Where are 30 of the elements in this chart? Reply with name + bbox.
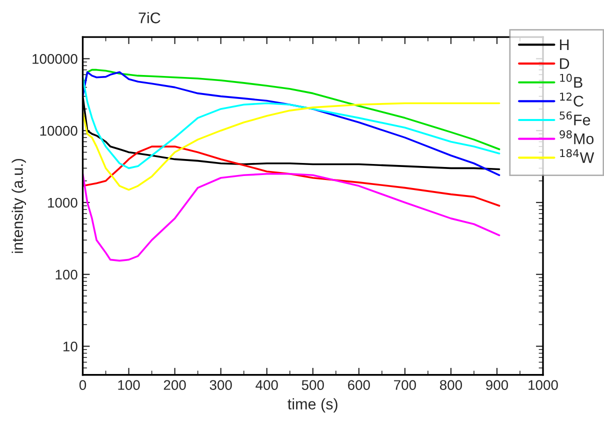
y-axis-title: intensity (a.u.) [12,158,26,253]
legend-label: $^{184}$W [560,149,594,163]
y-tick-label: 100 [56,270,78,280]
line-series [82,102,500,191]
legend-label: H [560,40,569,50]
line-series [82,172,500,262]
x-tick-label: 700 [394,380,416,390]
x-axis-title: time (s) [288,398,338,412]
x-tick-label: 600 [348,380,370,390]
x-tick-label: 300 [210,380,232,390]
x-tick-label: 200 [164,380,186,390]
legend-label: $^{98}$Mo [560,130,594,144]
x-tick-label: 400 [256,380,278,390]
y-tick-label: 10000 [40,126,78,136]
legend-label: D [560,58,570,69]
line-series [82,68,500,150]
x-tick-label: 100 [118,380,140,390]
x-tick-label: 0 [79,380,86,390]
x-tick-label: 900 [486,380,508,390]
chart-title: 7iC [138,12,160,24]
line-series [82,146,500,207]
legend-label: $^{56}$Fe [560,111,590,126]
x-tick-label: 1000 [528,380,558,390]
legend-label: $^{12}$C [560,92,584,107]
y-tick-label: 100000 [32,54,78,64]
legend-label: $^{10}$B [560,74,582,88]
y-tick-label: 10 [64,342,78,352]
y-tick-label: 1000 [48,198,78,208]
x-tick-label: 800 [440,380,462,390]
x-tick-label: 500 [302,380,324,390]
